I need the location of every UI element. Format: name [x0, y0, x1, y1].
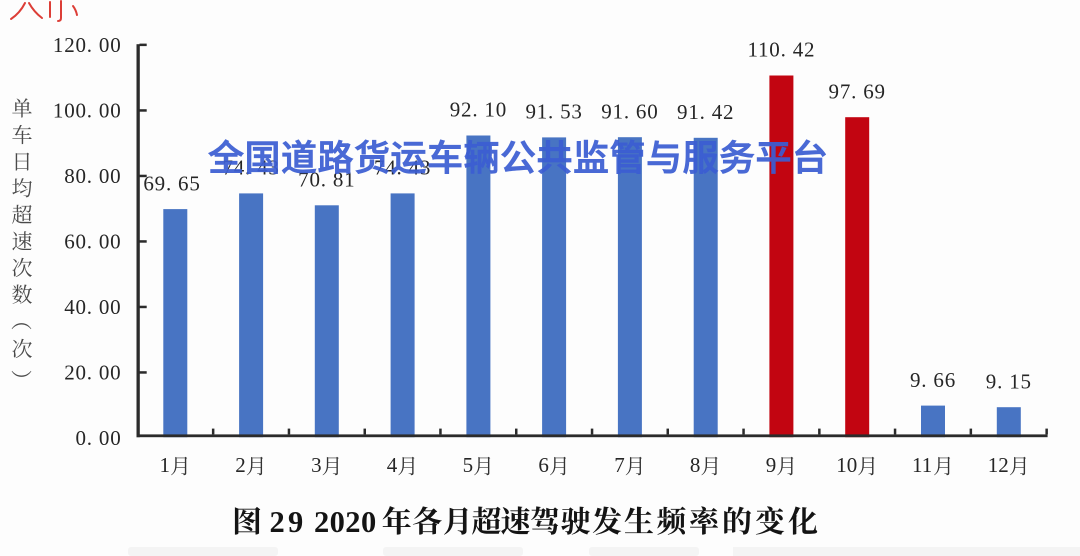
svg-text:100. 00: 100. 00: [53, 99, 122, 123]
svg-text:9: 9: [766, 453, 777, 477]
svg-text:40. 00: 40. 00: [64, 295, 121, 319]
svg-text:2020: 2020: [314, 505, 377, 539]
svg-text:0. 00: 0. 00: [76, 426, 122, 450]
svg-text:2: 2: [235, 453, 246, 477]
svg-text:7: 7: [614, 453, 625, 477]
svg-text:10: 10: [836, 453, 857, 477]
svg-text:110. 42: 110. 42: [747, 38, 815, 62]
svg-text:6: 6: [538, 453, 549, 477]
svg-text:12: 12: [988, 453, 1009, 477]
svg-text:1: 1: [160, 453, 171, 477]
svg-text:80. 00: 80. 00: [64, 164, 121, 188]
svg-text:60. 00: 60. 00: [64, 230, 121, 254]
svg-text:91. 42: 91. 42: [677, 100, 734, 124]
svg-text:5: 5: [463, 453, 474, 477]
svg-text:9. 15: 9. 15: [986, 369, 1032, 393]
svg-text:29: 29: [270, 505, 307, 539]
svg-text:4: 4: [387, 453, 398, 477]
svg-text:9. 66: 9. 66: [910, 368, 956, 392]
svg-text:92. 10: 92. 10: [450, 98, 507, 122]
svg-text:3: 3: [311, 453, 322, 477]
svg-text:69. 65: 69. 65: [143, 171, 200, 195]
svg-text:120. 00: 120. 00: [53, 33, 122, 57]
svg-text:20. 00: 20. 00: [64, 361, 121, 385]
svg-text:8: 8: [690, 453, 701, 477]
svg-text:91. 53: 91. 53: [525, 100, 582, 124]
svg-text:97. 69: 97. 69: [829, 79, 886, 103]
svg-text:11: 11: [912, 453, 932, 477]
svg-text:91. 60: 91. 60: [601, 99, 658, 123]
